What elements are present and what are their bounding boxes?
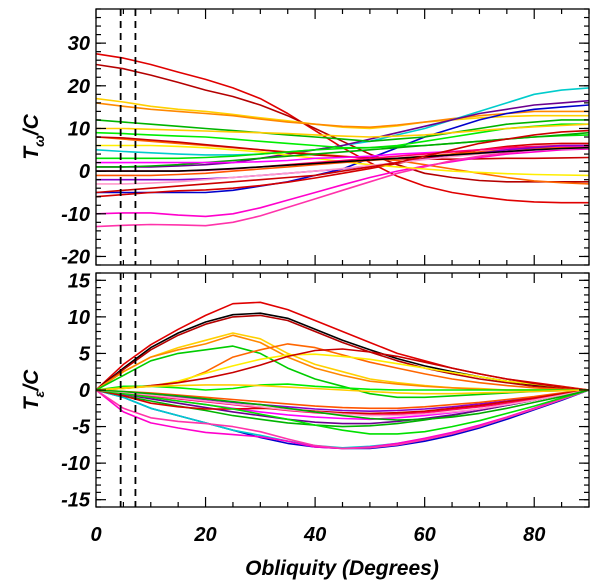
top-series-line-3 — [96, 97, 589, 130]
bottom-series-line-25 — [96, 384, 589, 395]
top-ytick-label: 20 — [67, 76, 90, 98]
top-series-line-2 — [96, 63, 589, 183]
top-series-line-23 — [96, 146, 589, 172]
bottom-ytick-label: 5 — [79, 343, 91, 365]
bottom-ytick-label: -15 — [61, 490, 91, 512]
bottom-panel-torque-epsilon: -15 -10 -5 0 5 10 15 0 20 40 60 80 Tε/C — [20, 270, 590, 546]
bottom-y-axis-label: Tε/C — [20, 369, 47, 410]
top-ylabel-main: T — [20, 145, 43, 160]
top-series-line-24 — [96, 129, 589, 194]
bottom-series-line-10 — [96, 383, 589, 391]
bottom-series-line-14 — [96, 389, 589, 450]
top-series-line-7 — [96, 99, 589, 168]
x-tick-label: 0 — [90, 524, 101, 546]
bottom-series-line-3 — [96, 314, 589, 391]
bottom-ylabel-sub: ε — [31, 390, 47, 397]
bottom-series-group — [96, 301, 589, 450]
bottom-series-line-21 — [96, 389, 589, 415]
bottom-ytick-label: 15 — [68, 270, 91, 292]
bottom-series-line-9 — [96, 348, 589, 391]
top-panel-torque-omega: -20 -10 0 10 20 30 Tω/C — [20, 8, 590, 268]
bottom-series-line-23 — [96, 389, 589, 417]
x-axis-label: Obliquity (Degrees) — [245, 557, 439, 580]
top-series-line-12 — [96, 148, 589, 218]
bottom-series-line-24 — [96, 389, 589, 421]
x-tick-label: 40 — [303, 524, 326, 546]
top-series-line-14 — [96, 142, 589, 198]
bottom-ytick-label: 0 — [79, 380, 90, 402]
bottom-ytick-label: -5 — [72, 417, 91, 439]
bottom-series-line-22 — [96, 389, 589, 435]
top-ytick-label: 0 — [79, 161, 90, 183]
top-series-line-11 — [96, 136, 589, 160]
top-series-line-25 — [96, 123, 589, 138]
top-ytick-label: 30 — [68, 33, 90, 55]
top-series-group — [96, 52, 589, 228]
top-ytick-label: -20 — [61, 246, 90, 268]
top-y-axis-label: Tω/C — [20, 113, 47, 159]
x-tick-label: 20 — [193, 524, 216, 546]
bottom-ylabel-main: T — [20, 395, 43, 410]
bottom-ytick-label: 10 — [68, 307, 90, 329]
top-series-line-13 — [96, 145, 589, 228]
top-ytick-label: -10 — [61, 204, 90, 226]
top-ylabel-sub: ω — [31, 135, 47, 147]
top-plot-frame — [95, 8, 590, 266]
top-ylabel-tail: /C — [20, 113, 43, 136]
top-series-line-8 — [96, 119, 589, 143]
bottom-ylabel-tail: /C — [20, 369, 43, 392]
top-ytick-label: 10 — [68, 118, 90, 140]
bottom-series-line-8 — [96, 353, 589, 391]
x-tick-label: 80 — [523, 524, 545, 546]
bottom-ytick-label: -10 — [61, 453, 90, 475]
x-tick-label: 60 — [414, 524, 436, 546]
bottom-series-line-1 — [96, 301, 589, 391]
